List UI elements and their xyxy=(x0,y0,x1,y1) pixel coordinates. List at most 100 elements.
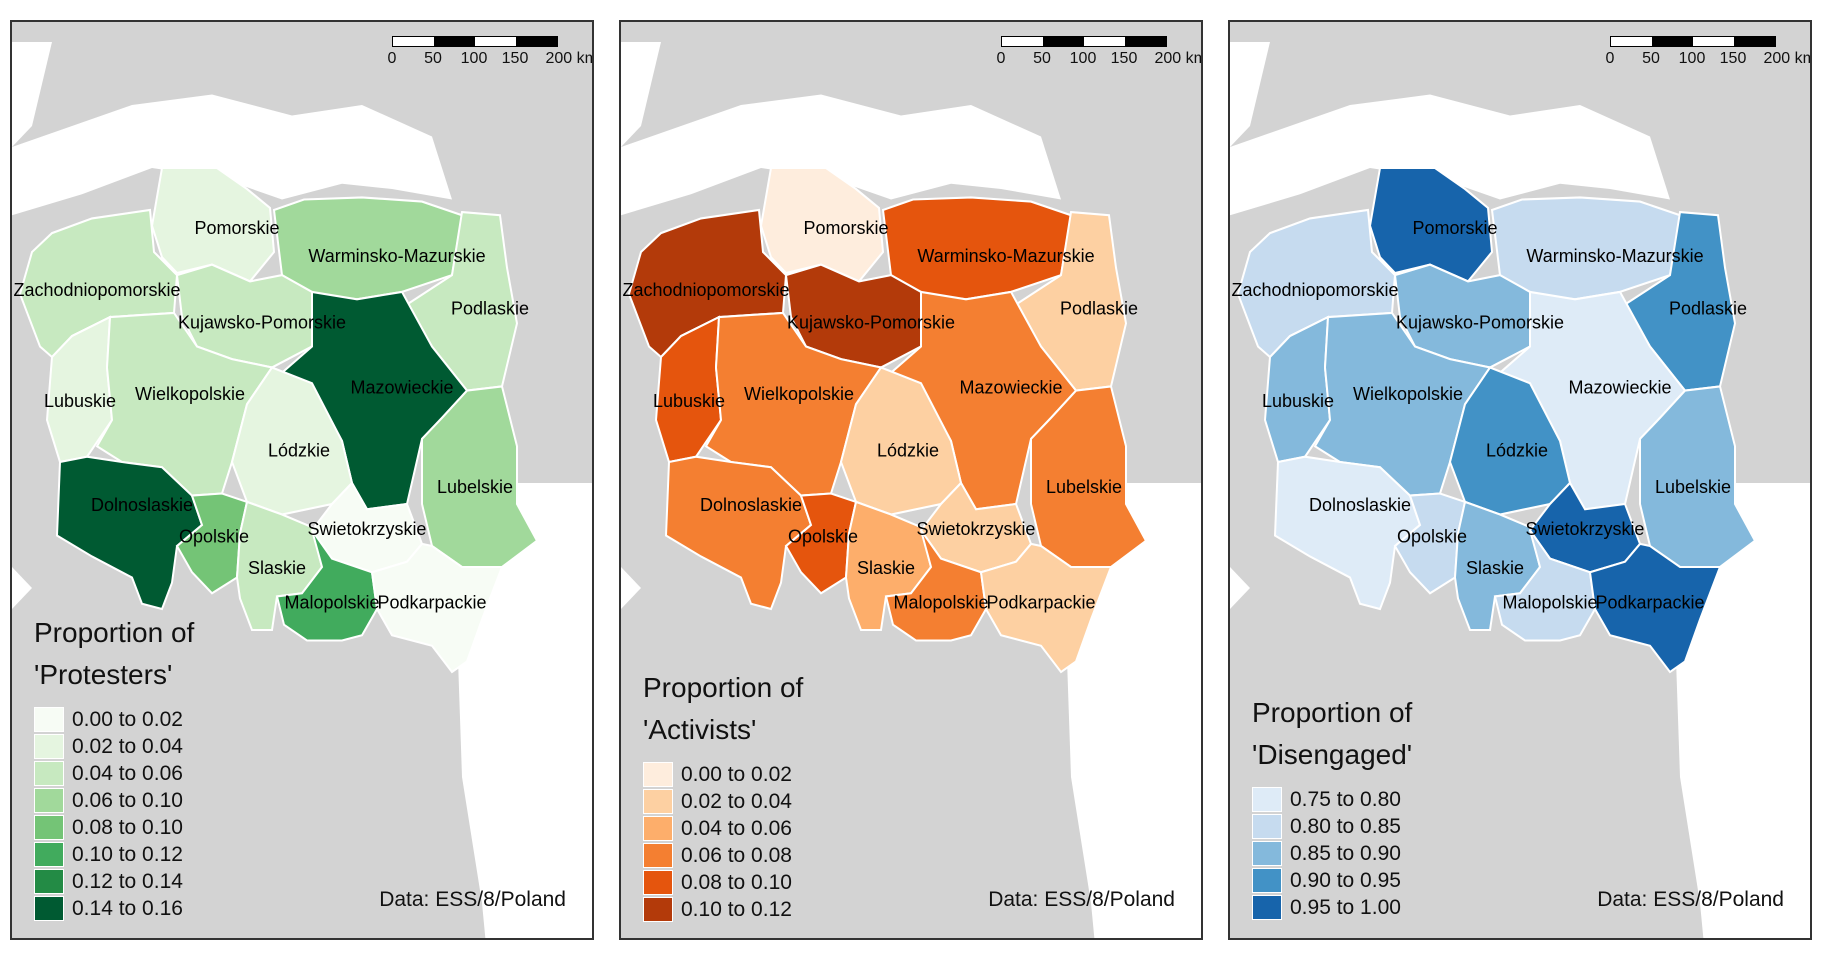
region-label: Slaskie xyxy=(248,557,306,579)
region-opolskie xyxy=(175,492,249,595)
legend-item: 0.75 to 0.80 xyxy=(1252,786,1412,813)
legend-item: 0.00 to 0.02 xyxy=(643,761,803,788)
legend-label: 0.08 to 0.10 xyxy=(681,870,792,894)
region-label: Lubelskie xyxy=(1046,476,1122,498)
data-credit: Data: ESS/8/Poland xyxy=(379,888,566,911)
legend-swatch xyxy=(34,788,64,813)
legend: Proportion of 'Disengaged' 0.75 to 0.80 0… xyxy=(1252,692,1412,921)
scale-bar-track xyxy=(1610,36,1776,47)
scale-bar-segment xyxy=(1125,37,1166,46)
region-label: Lódzkie xyxy=(877,439,939,461)
legend-label: 0.04 to 0.06 xyxy=(681,816,792,840)
legend-swatch xyxy=(34,707,64,732)
legend-item: 0.14 to 0.16 xyxy=(34,895,194,922)
scale-bar-tick: 150 xyxy=(1719,50,1747,67)
scale-bar-segment xyxy=(1734,37,1775,46)
scale-bar-segment xyxy=(1652,37,1693,46)
region-label: Pomorskie xyxy=(195,216,280,238)
region-label: Lubelskie xyxy=(437,476,513,498)
region-label: Dolnoslaskie xyxy=(1309,494,1411,516)
legend-swatch xyxy=(1252,868,1282,893)
legend-swatch xyxy=(1252,895,1282,920)
region-label: Podkarpackie xyxy=(378,591,487,613)
legend-label: 0.90 to 0.95 xyxy=(1290,868,1401,892)
region-label: Kujawsko-Pomorskie xyxy=(1396,311,1564,333)
legend-item: 0.02 to 0.04 xyxy=(34,733,194,760)
background-land xyxy=(1322,115,1350,144)
region-malopolskie xyxy=(275,529,379,642)
scale-bar-tick: 200 km xyxy=(1763,50,1812,67)
legend-title: Proportion of 'Protesters' xyxy=(34,617,195,690)
poland-map: Pomorskie Zachodniopomorskie Warminsko-Maz… xyxy=(1230,42,1810,938)
background-land xyxy=(104,115,132,144)
region-label: Malopolskie xyxy=(1503,591,1598,613)
region-label: Lubuskie xyxy=(653,390,725,412)
region-label: Podlaskie xyxy=(1669,297,1747,319)
scale-bar-track xyxy=(1001,36,1167,47)
region-label: Podlaskie xyxy=(451,297,529,319)
legend-swatch xyxy=(643,870,673,895)
region-label: Mazowieckie xyxy=(351,376,454,398)
region-slaskie xyxy=(235,500,324,632)
region-label: Warminsko-Mazurskie xyxy=(1526,245,1703,267)
legend-items: 0.00 to 0.02 0.02 to 0.04 0.04 to 0.06 0.06… xyxy=(34,706,194,922)
region-dolnoslaskie xyxy=(664,455,813,611)
region-label: Swietokrzyskie xyxy=(1526,518,1645,540)
legend-swatch xyxy=(643,816,673,841)
data-credit: Data: ESS/8/Poland xyxy=(1597,888,1784,911)
region-labels: Pomorskie Zachodniopomorskie Warminsko-Maz… xyxy=(1232,216,1747,612)
poland-map: Pomorskie Zachodniopomorskie Warminsko-Maz… xyxy=(621,42,1201,938)
legend-item: 0.90 to 0.95 xyxy=(1252,867,1412,894)
legend-label: 0.85 to 0.90 xyxy=(1290,841,1401,865)
region-label: Wielkopolskie xyxy=(744,382,854,404)
scale-bar-segment xyxy=(516,37,557,46)
legend-item: 0.00 to 0.02 xyxy=(34,706,194,733)
scale-bar-tick: 0 xyxy=(1605,50,1615,67)
legend-item: 0.06 to 0.10 xyxy=(34,787,194,814)
region-label: Pomorskie xyxy=(1413,216,1498,238)
region-malopolskie xyxy=(884,529,988,642)
legend-swatch xyxy=(1252,841,1282,866)
region-label: Podkarpackie xyxy=(987,591,1096,613)
region-lubelskie xyxy=(421,385,539,569)
background-land xyxy=(621,567,641,609)
region-podkarpackie xyxy=(370,542,504,674)
scale-bar-tick: 50 xyxy=(1033,50,1051,67)
legend-swatch xyxy=(34,896,64,921)
legend-swatch xyxy=(643,897,673,922)
legend-label: 0.00 to 0.02 xyxy=(681,762,792,786)
region-lódzkie xyxy=(230,366,354,516)
legend-swatch xyxy=(34,815,64,840)
legend-swatch xyxy=(34,734,64,759)
legend-item: 0.02 to 0.04 xyxy=(643,788,803,815)
region-opolskie xyxy=(1393,492,1467,595)
region-label: Swietokrzyskie xyxy=(308,518,427,540)
scale-bar: 0 50 100 150 200 km xyxy=(1606,36,1810,76)
map-panel-protesters: Pomorskie Zachodniopomorskie Warminsko-Maz… xyxy=(10,20,594,940)
region-slaskie xyxy=(844,500,933,632)
region-label: Malopolskie xyxy=(894,591,989,613)
background-land xyxy=(1230,567,1250,609)
region-label: Opolskie xyxy=(1397,525,1467,547)
region-label: Warminsko-Mazurskie xyxy=(308,245,485,267)
legend-items: 0.00 to 0.02 0.02 to 0.04 0.04 to 0.06 0.06… xyxy=(643,761,803,923)
background-land xyxy=(1230,42,1270,147)
scale-bar: 0 50 100 150 200 km xyxy=(997,36,1201,76)
scale-bar-tick: 0 xyxy=(387,50,397,67)
scale-bar-segment xyxy=(1043,37,1084,46)
legend-title: Proportion of 'Activists' xyxy=(643,672,804,745)
region-label: Dolnoslaskie xyxy=(91,494,193,516)
legend-swatch xyxy=(1252,814,1282,839)
legend-label: 0.10 to 0.12 xyxy=(72,842,183,866)
scale-bar-tick: 0 xyxy=(996,50,1006,67)
region-label: Dolnoslaskie xyxy=(700,494,802,516)
legend-label: 0.06 to 0.10 xyxy=(72,788,183,812)
legend-item: 0.06 to 0.08 xyxy=(643,842,803,869)
legend: Proportion of 'Protesters' 0.00 to 0.02 0… xyxy=(34,612,194,922)
region-lubelskie xyxy=(1639,385,1757,569)
region-podkarpackie xyxy=(979,542,1113,674)
region-label: Lubelskie xyxy=(1655,476,1731,498)
scale-bar-tick: 200 km xyxy=(545,50,594,67)
legend-label: 0.06 to 0.08 xyxy=(681,843,792,867)
region-label: Lódzkie xyxy=(1486,439,1548,461)
